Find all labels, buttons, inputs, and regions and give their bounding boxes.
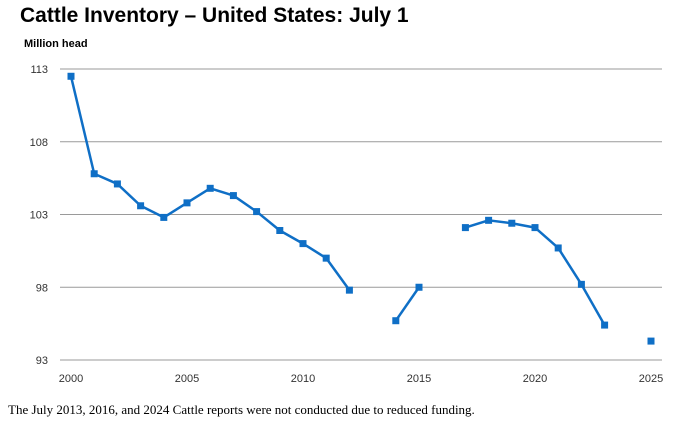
data-point-2017 bbox=[461, 224, 469, 232]
data-point-2007 bbox=[229, 192, 237, 200]
data-point-2001 bbox=[90, 170, 98, 178]
data-point-2020 bbox=[531, 224, 539, 232]
series-lines bbox=[69, 75, 606, 326]
data-point-2002 bbox=[113, 180, 121, 188]
chart-title: Cattle Inventory – United States: July 1 bbox=[20, 4, 409, 27]
data-point-2004 bbox=[160, 213, 168, 221]
series-line-segment bbox=[394, 286, 421, 322]
y-tick-label: 108 bbox=[30, 137, 48, 149]
data-point-2005 bbox=[183, 199, 191, 207]
data-point-2014 bbox=[392, 317, 400, 325]
data-point-2008 bbox=[253, 208, 261, 216]
data-point-2010 bbox=[299, 240, 307, 248]
series-points bbox=[67, 72, 655, 345]
x-tick-label: 2020 bbox=[523, 373, 547, 385]
y-tick-label: 103 bbox=[30, 210, 48, 222]
x-tick-label: 2005 bbox=[175, 373, 199, 385]
y-tick-label: 113 bbox=[30, 64, 48, 76]
y-axis-unit-label: Million head bbox=[24, 38, 88, 50]
x-tick-label: 2025 bbox=[639, 373, 663, 385]
y-tick-label: 98 bbox=[36, 282, 48, 294]
x-tick-label: 2010 bbox=[291, 373, 315, 385]
data-point-2006 bbox=[206, 184, 214, 192]
data-point-2015 bbox=[415, 283, 423, 291]
x-tick-label: 2015 bbox=[407, 373, 431, 385]
data-point-2023 bbox=[601, 321, 609, 329]
y-tick-label: 93 bbox=[36, 355, 48, 367]
data-point-2018 bbox=[485, 216, 493, 224]
footnote: The July 2013, 2016, and 2024 Cattle rep… bbox=[8, 402, 475, 417]
series-line-segment bbox=[465, 219, 606, 326]
data-point-2011 bbox=[322, 254, 330, 262]
x-tick-label: 2000 bbox=[59, 373, 83, 385]
data-point-2009 bbox=[276, 227, 284, 235]
data-point-2000 bbox=[67, 72, 75, 80]
data-point-2025 bbox=[647, 337, 655, 345]
gridlines bbox=[60, 68, 662, 361]
y-axis-tick-labels: 93 98 103 108 113 bbox=[30, 64, 48, 367]
data-point-2022 bbox=[577, 280, 585, 288]
data-point-2021 bbox=[554, 244, 562, 252]
data-point-2019 bbox=[508, 219, 516, 227]
series-line-segment bbox=[69, 75, 351, 291]
data-point-2012 bbox=[345, 286, 353, 294]
data-point-2003 bbox=[137, 202, 145, 210]
x-axis-tick-labels: 2000 2005 2010 2015 2020 2025 bbox=[59, 373, 663, 385]
